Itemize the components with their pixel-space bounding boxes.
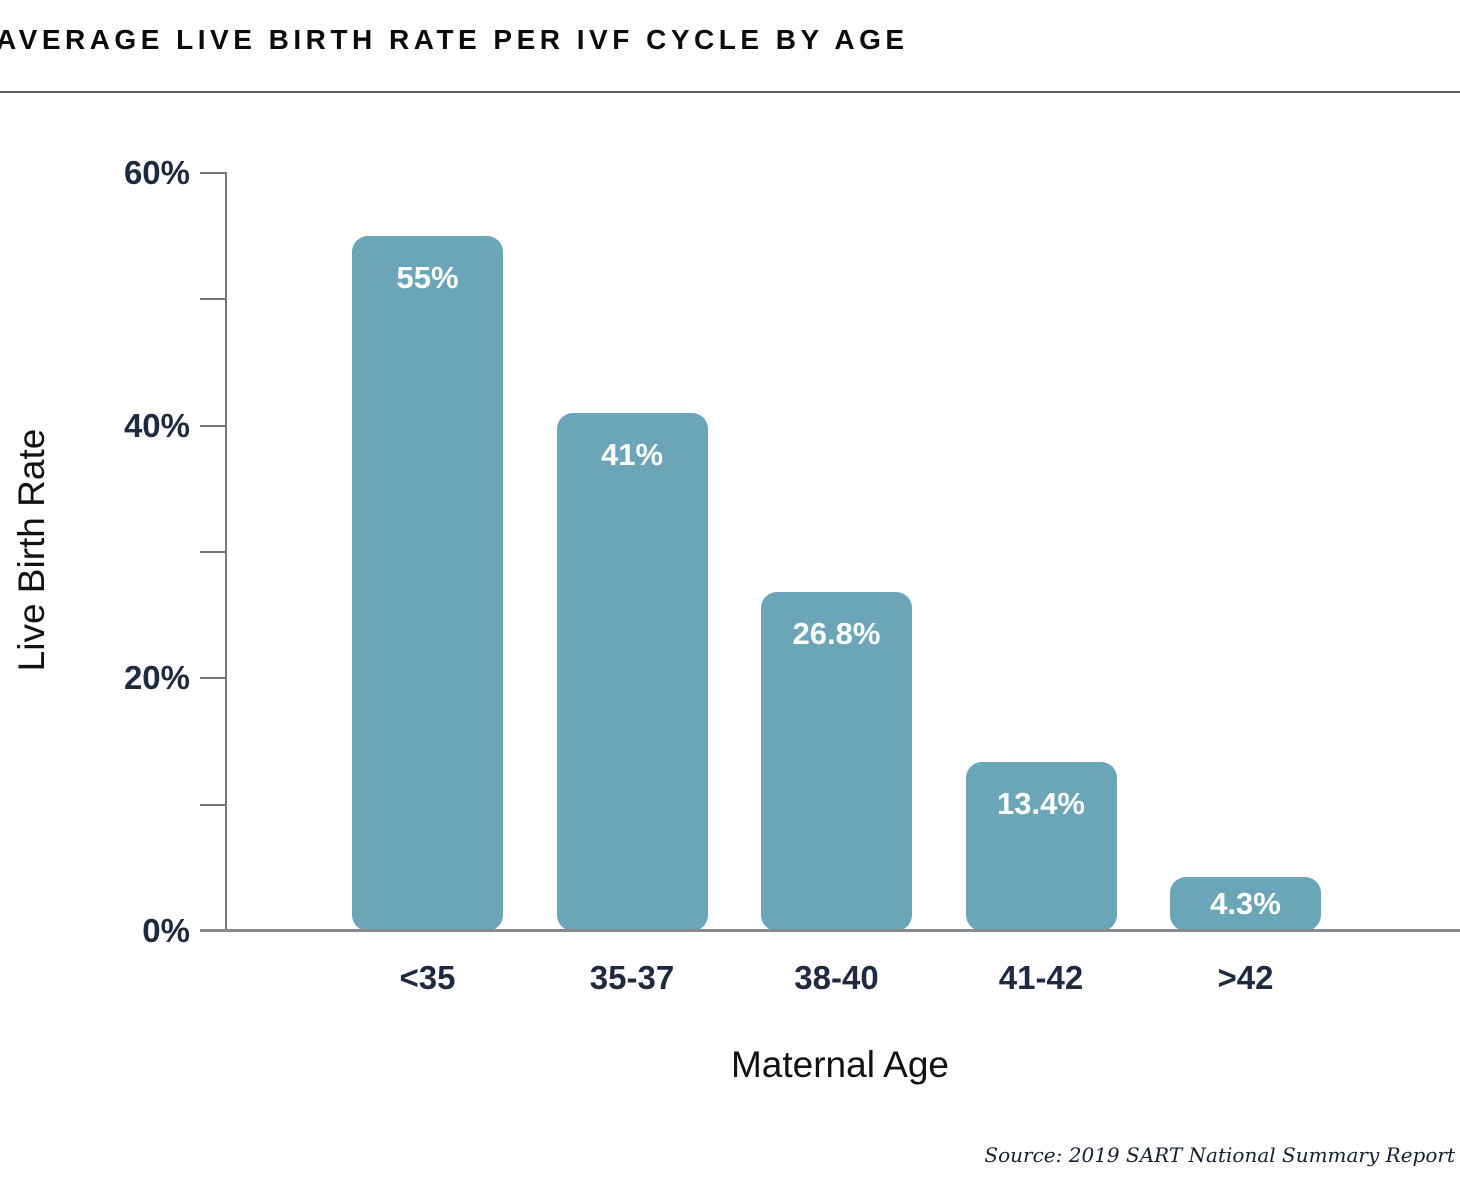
y-tick-label: 20% (123, 659, 190, 697)
bar (352, 236, 503, 931)
x-category-label: 41-42 (998, 959, 1084, 996)
y-tick (200, 298, 227, 301)
bar-value-label: 13.4% (997, 785, 1085, 821)
bar (1170, 876, 1321, 931)
bar (965, 761, 1117, 931)
x-category-label: 38-40 (794, 959, 879, 996)
x-category-label: 35-37 (589, 959, 675, 996)
bar (556, 413, 708, 931)
bar-value-label: 41% (600, 437, 664, 473)
title-divider (0, 91, 1460, 93)
x-axis-line (200, 929, 1460, 932)
x-axis-title: Maternal Age (730, 1044, 950, 1085)
y-tick (200, 677, 227, 680)
x-category-label: >42 (1217, 959, 1274, 996)
bar (761, 592, 912, 931)
y-tick (200, 551, 227, 553)
bar-value-label: 4.3% (1210, 885, 1281, 921)
y-tick (200, 803, 227, 806)
y-tick-label: 60% (123, 154, 190, 191)
bar-value-label: 26.8% (792, 616, 881, 652)
x-category-label: <35 (399, 959, 456, 996)
y-tick-label: 40% (123, 406, 190, 444)
source-note: Source: 2019 SART National Summary Repor… (984, 1143, 1455, 1167)
y-tick (200, 424, 227, 427)
chart-title: AVERAGE LIVE BIRTH RATE PER IVF CYCLE BY… (0, 24, 909, 55)
y-tick-label: 0% (142, 912, 190, 949)
y-tick (200, 172, 227, 174)
bar-value-label: 55% (396, 260, 459, 296)
